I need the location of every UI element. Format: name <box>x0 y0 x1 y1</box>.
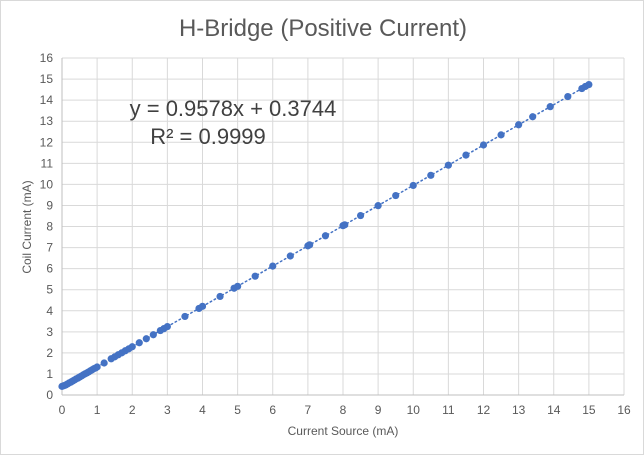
x-tick-label: 12 <box>477 403 491 417</box>
y-tick-label: 15 <box>40 72 54 86</box>
y-tick-label: 7 <box>46 241 53 255</box>
data-point <box>198 302 207 310</box>
data-point <box>564 92 572 101</box>
x-tick-label: 5 <box>234 403 241 417</box>
data-point <box>427 171 435 179</box>
data-point <box>341 221 349 229</box>
data-point <box>135 339 143 347</box>
x-axis-label: Current Source (mA) <box>288 424 399 438</box>
x-tick-label: 6 <box>269 403 276 417</box>
data-point <box>462 151 470 159</box>
x-tick-label: 11 <box>442 403 455 417</box>
x-tick-label: 1 <box>94 403 101 417</box>
x-tick-label: 4 <box>199 403 206 417</box>
x-tick-label: 15 <box>582 403 596 417</box>
chart-title: H-Bridge (Positive Current) <box>179 15 467 42</box>
x-tick-label: 3 <box>164 403 171 417</box>
x-tick-label: 0 <box>59 403 66 417</box>
data-point <box>128 343 136 351</box>
x-tick-label: 7 <box>305 403 312 417</box>
data-point <box>356 211 365 220</box>
trendline-r-squared: R² = 0.9999 <box>150 124 266 149</box>
data-point <box>546 103 554 111</box>
data-point <box>392 191 400 200</box>
data-point <box>163 322 171 331</box>
data-point <box>529 113 537 121</box>
y-axis-label: Coil Current (mA) <box>20 180 34 273</box>
y-tick-label: 8 <box>46 220 53 234</box>
data-point <box>515 121 523 129</box>
data-point <box>286 252 294 260</box>
x-tick-label: 10 <box>407 403 421 417</box>
data-point <box>409 181 417 190</box>
y-tick-label: 5 <box>46 283 53 297</box>
x-tick-label: 2 <box>129 403 136 417</box>
x-tick-label: 13 <box>512 403 526 417</box>
data-point <box>93 363 101 371</box>
data-point <box>100 359 108 367</box>
y-tick-label: 10 <box>40 177 54 191</box>
data-point <box>216 292 224 301</box>
data-point <box>149 331 157 339</box>
trendline-equation: y = 0.9578x + 0.3744 <box>130 96 337 121</box>
data-points <box>58 80 593 390</box>
y-tick-label: 6 <box>46 262 53 276</box>
y-tick-label: 12 <box>40 135 54 149</box>
y-tick-label: 14 <box>40 93 54 107</box>
data-point <box>374 202 382 210</box>
y-tick-label: 9 <box>46 198 53 212</box>
x-tick-label: 14 <box>547 403 561 417</box>
y-tick-label: 2 <box>46 346 53 360</box>
data-point <box>321 232 330 240</box>
data-point <box>251 272 259 280</box>
data-point <box>444 161 452 169</box>
data-point <box>142 335 150 343</box>
y-tick-label: 3 <box>46 325 53 339</box>
x-tick-label: 8 <box>340 403 347 417</box>
y-tick-label: 1 <box>46 367 53 381</box>
y-tick-label: 13 <box>40 114 54 128</box>
x-tick-label: 9 <box>375 403 382 417</box>
data-point <box>234 282 242 290</box>
data-point <box>269 262 277 270</box>
axes <box>61 58 624 396</box>
data-point <box>306 241 314 249</box>
data-point <box>479 141 488 149</box>
y-tick-label: 11 <box>41 156 54 170</box>
data-point <box>181 312 189 321</box>
data-point <box>585 80 593 89</box>
y-tick-label: 0 <box>46 388 53 402</box>
y-tick-label: 16 <box>40 51 54 65</box>
data-point <box>497 131 505 139</box>
tick-labels: 0 1 2 3 4 5 6 7 8 9 10 11 12 13 14 15 160123456789101112… <box>40 51 631 417</box>
x-tick-label: 16 <box>617 403 631 417</box>
y-tick-label: 4 <box>46 304 53 318</box>
